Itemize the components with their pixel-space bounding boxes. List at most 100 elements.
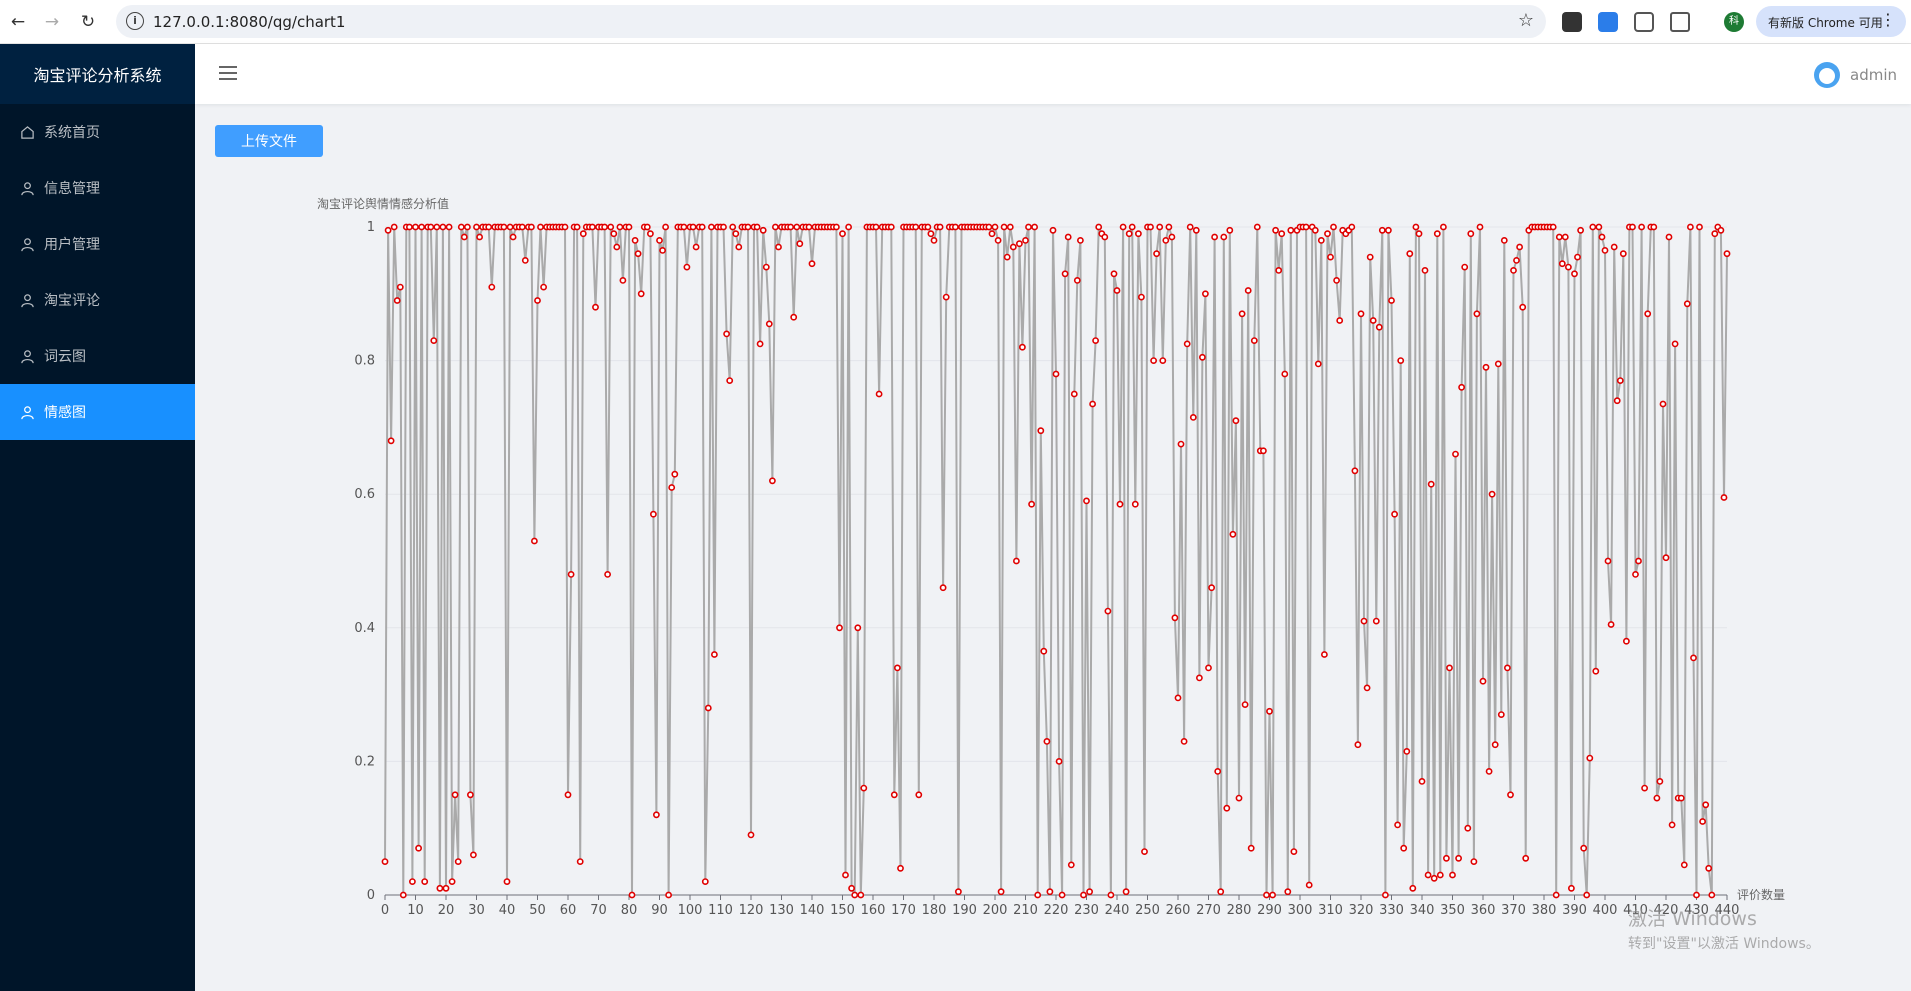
data-point bbox=[1516, 243, 1523, 251]
bookmark-star-icon[interactable]: ☆ bbox=[1517, 10, 1534, 31]
data-point bbox=[1196, 674, 1203, 682]
data-point bbox=[1440, 223, 1447, 231]
data-point bbox=[1668, 821, 1676, 829]
sidebar-item-3[interactable]: 用户管理 bbox=[0, 216, 195, 272]
data-point bbox=[1696, 223, 1703, 231]
data-point bbox=[1418, 778, 1426, 785]
back-arrow-icon[interactable]: ← bbox=[10, 12, 26, 32]
data-point bbox=[887, 223, 895, 231]
url-text[interactable]: 127.0.0.1:8080/qg/chart1 bbox=[153, 13, 346, 31]
data-point bbox=[1671, 340, 1679, 348]
data-point bbox=[1165, 223, 1173, 231]
data-point bbox=[952, 223, 959, 231]
upload-file-button[interactable]: 上传文件 bbox=[215, 125, 323, 157]
data-point bbox=[1662, 554, 1670, 562]
data-point bbox=[894, 664, 901, 672]
sidebar-item-6[interactable]: 情感图 bbox=[0, 384, 195, 440]
data-point bbox=[985, 223, 993, 231]
data-point bbox=[1385, 226, 1392, 234]
data-point bbox=[1086, 888, 1093, 896]
data-point bbox=[1607, 621, 1615, 628]
data-point bbox=[457, 223, 465, 231]
data-point bbox=[1034, 891, 1042, 899]
data-point bbox=[625, 223, 633, 231]
data-point bbox=[527, 223, 535, 231]
sidebar-item-4[interactable]: 淘宝评论 bbox=[0, 272, 195, 328]
data-point bbox=[396, 283, 404, 291]
data-point bbox=[466, 791, 474, 799]
data-point bbox=[1089, 400, 1096, 408]
sidebar-item-2[interactable]: 信息管理 bbox=[0, 160, 195, 216]
copy-icon[interactable] bbox=[1634, 12, 1654, 32]
data-point bbox=[476, 233, 483, 241]
x-tick-label: 70 bbox=[590, 903, 607, 918]
download-icon[interactable] bbox=[1598, 12, 1618, 32]
data-point bbox=[1677, 794, 1685, 802]
address-bar[interactable]: i 127.0.0.1:8080/qg/chart1 ☆ bbox=[116, 5, 1546, 38]
data-point bbox=[1702, 801, 1710, 809]
data-point bbox=[405, 223, 413, 231]
username[interactable]: admin bbox=[1850, 66, 1897, 84]
top-header: admin bbox=[195, 44, 1911, 104]
x-tick-label: 300 bbox=[1288, 903, 1313, 918]
data-point bbox=[637, 290, 645, 298]
data-point bbox=[592, 303, 599, 311]
data-point bbox=[1458, 383, 1465, 391]
chrome-update-button[interactable]: 有新版 Chrome 可用 ⋮ bbox=[1756, 6, 1906, 37]
menu-toggle-icon[interactable] bbox=[219, 66, 237, 82]
data-point bbox=[692, 243, 700, 251]
reload-icon[interactable]: ↻ bbox=[80, 12, 96, 32]
data-point bbox=[775, 243, 782, 251]
data-point bbox=[1513, 257, 1520, 264]
data-point bbox=[924, 223, 932, 231]
data-point bbox=[875, 390, 883, 398]
data-point bbox=[619, 277, 627, 284]
forward-arrow-icon[interactable]: → bbox=[44, 12, 60, 32]
data-point bbox=[1467, 230, 1475, 238]
data-point bbox=[1705, 864, 1713, 872]
y-tick-label: 0.8 bbox=[354, 354, 375, 369]
data-point bbox=[1619, 250, 1627, 258]
data-point bbox=[1159, 357, 1167, 364]
data-point bbox=[1555, 233, 1563, 241]
more-vert-icon[interactable]: ⋮ bbox=[1880, 10, 1896, 29]
data-point bbox=[1482, 363, 1490, 371]
data-point bbox=[460, 233, 468, 241]
data-point bbox=[1141, 848, 1148, 855]
data-point bbox=[701, 878, 709, 885]
x-tick-label: 140 bbox=[800, 903, 825, 918]
data-point bbox=[1266, 707, 1273, 715]
data-point bbox=[1464, 824, 1472, 832]
data-point bbox=[1604, 557, 1612, 565]
sidebar-item-5[interactable]: 词云图 bbox=[0, 328, 195, 384]
x-tick-label: 0 bbox=[381, 903, 389, 918]
data-point bbox=[1317, 237, 1325, 244]
data-point bbox=[1040, 647, 1048, 655]
data-point bbox=[387, 437, 395, 445]
data-point bbox=[747, 831, 755, 839]
puzzle-extensions-icon[interactable] bbox=[1670, 12, 1690, 32]
data-point bbox=[1406, 250, 1414, 258]
profile-avatar-icon[interactable]: 科 bbox=[1724, 12, 1744, 32]
data-point bbox=[726, 377, 734, 384]
data-point bbox=[860, 784, 868, 792]
extension-icon[interactable] bbox=[1562, 12, 1582, 32]
avatar[interactable] bbox=[1814, 62, 1840, 88]
data-point bbox=[1507, 791, 1514, 799]
data-point bbox=[1327, 253, 1334, 261]
data-point bbox=[1189, 413, 1197, 421]
data-point bbox=[418, 223, 425, 231]
site-info-icon[interactable]: i bbox=[126, 12, 144, 30]
data-point bbox=[1665, 233, 1673, 241]
data-point bbox=[1192, 226, 1200, 234]
sidebar-item-1[interactable]: 系统首页 bbox=[0, 104, 195, 160]
data-point bbox=[698, 223, 706, 231]
x-tick-label: 230 bbox=[1074, 903, 1099, 918]
data-point bbox=[680, 223, 688, 231]
data-point bbox=[1247, 844, 1255, 852]
data-point bbox=[1497, 711, 1505, 718]
data-point bbox=[1287, 226, 1295, 234]
data-point bbox=[1616, 377, 1624, 384]
data-point bbox=[890, 791, 898, 799]
data-point bbox=[1229, 530, 1237, 538]
